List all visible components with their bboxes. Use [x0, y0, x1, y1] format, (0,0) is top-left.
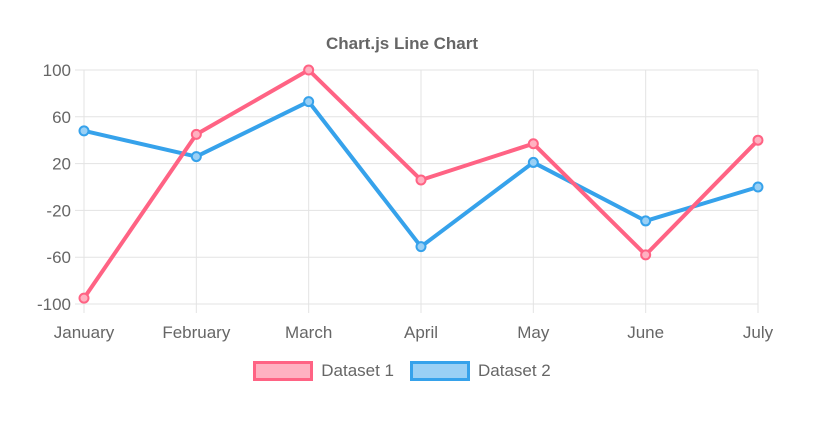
y-axis-tick-label: 60	[52, 108, 71, 127]
legend-item-dataset-1[interactable]: Dataset 1	[253, 361, 394, 381]
data-point-dataset-2-june[interactable]	[640, 215, 652, 227]
data-point-dataset-2-may[interactable]	[527, 156, 539, 168]
legend-swatch-icon	[410, 361, 470, 381]
data-point-dataset-2-april[interactable]	[415, 241, 427, 253]
x-axis-tick-label: March	[285, 323, 332, 342]
data-point-dataset-2-january[interactable]	[78, 125, 90, 137]
data-point-dataset-2-july[interactable]	[752, 181, 764, 193]
y-axis-tick-label: 20	[52, 155, 71, 174]
data-point-dataset-1-february[interactable]	[190, 128, 202, 140]
data-point-dataset-1-january[interactable]	[78, 292, 90, 304]
x-axis-tick-label: June	[627, 323, 664, 342]
x-axis-tick-label: February	[162, 323, 231, 342]
data-point-dataset-2-february[interactable]	[190, 151, 202, 163]
legend-label: Dataset 1	[321, 361, 394, 380]
x-axis-tick-label: May	[517, 323, 550, 342]
x-axis-tick-label: July	[743, 323, 774, 342]
legend-label: Dataset 2	[478, 361, 551, 380]
data-point-dataset-1-may[interactable]	[527, 138, 539, 150]
x-axis-tick-label: January	[54, 323, 115, 342]
data-point-dataset-1-july[interactable]	[752, 134, 764, 146]
x-axis-tick-label: April	[404, 323, 438, 342]
y-axis-tick-label: -60	[46, 248, 71, 267]
data-point-dataset-2-march[interactable]	[303, 96, 315, 108]
y-axis-tick-label: -20	[46, 201, 71, 220]
data-point-dataset-1-april[interactable]	[415, 174, 427, 186]
chart-legend: Dataset 1 Dataset 2	[0, 361, 804, 381]
legend-item-dataset-2[interactable]: Dataset 2	[410, 361, 551, 381]
legend-swatch-icon	[253, 361, 314, 381]
data-point-dataset-1-march[interactable]	[303, 64, 315, 76]
chart-title: Chart.js Line Chart	[325, 34, 479, 53]
y-axis-tick-label: 100	[43, 61, 71, 80]
data-point-dataset-1-june[interactable]	[640, 249, 652, 261]
y-axis-tick-label: -100	[37, 295, 71, 314]
